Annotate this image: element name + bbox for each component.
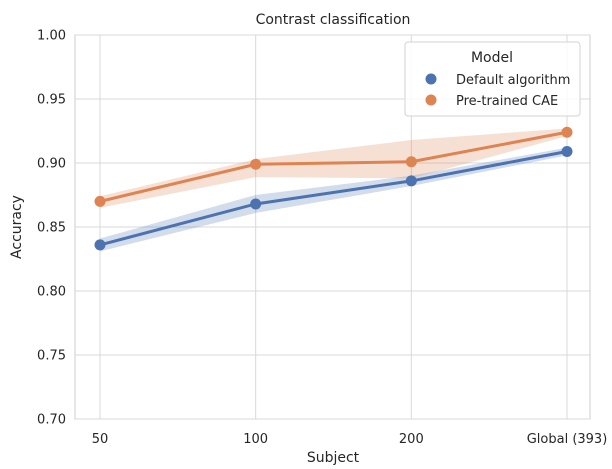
legend-label-series-0: Default algorithm [456, 73, 570, 88]
y-axis-label: Accuracy [9, 195, 25, 259]
point-series-0-3 [561, 145, 573, 157]
y-tick-label: 0.85 [37, 221, 66, 236]
point-series-0-1 [250, 198, 262, 210]
x-tick-label: Global (393) [527, 432, 608, 447]
ci-band-series-1 [100, 128, 567, 208]
legend-label-series-1: Pre-trained CAE [456, 94, 558, 109]
point-series-0-0 [94, 239, 106, 251]
y-tick-label: 0.70 [37, 413, 66, 428]
chart-title: Contrast classification [256, 12, 411, 28]
legend-items: Default algorithm Pre-trained CAE [425, 73, 570, 109]
legend-box [404, 41, 581, 117]
x-ticks: 50 100 200 Global (393) [92, 432, 608, 447]
x-tick-label: 50 [92, 432, 109, 447]
legend-marker-series-1 [425, 94, 437, 106]
legend: Model Default algorithm Pre-trained CAE [404, 41, 581, 117]
legend-marker-series-0 [425, 73, 437, 85]
y-tick-label: 0.90 [37, 157, 66, 172]
y-ticks: 0.70 0.75 0.80 0.85 0.90 0.95 1.00 [37, 29, 66, 428]
x-tick-label: 200 [399, 432, 424, 447]
line-series-0 [99, 150, 568, 247]
y-tick-label: 1.00 [37, 29, 66, 44]
x-tick-label: 100 [243, 432, 268, 447]
point-series-1-3 [561, 126, 573, 138]
point-series-1-0 [94, 195, 106, 207]
series-lines [99, 130, 568, 247]
y-tick-label: 0.80 [37, 285, 66, 300]
x-axis-label: Subject [307, 450, 360, 466]
line-series-1 [99, 130, 568, 203]
point-series-0-2 [405, 175, 417, 187]
legend-title: Model [471, 50, 513, 66]
point-series-1-1 [250, 158, 262, 170]
y-tick-label: 0.95 [37, 93, 66, 108]
y-tick-label: 0.75 [37, 349, 66, 364]
point-series-1-2 [405, 156, 417, 168]
series-points [94, 126, 573, 251]
